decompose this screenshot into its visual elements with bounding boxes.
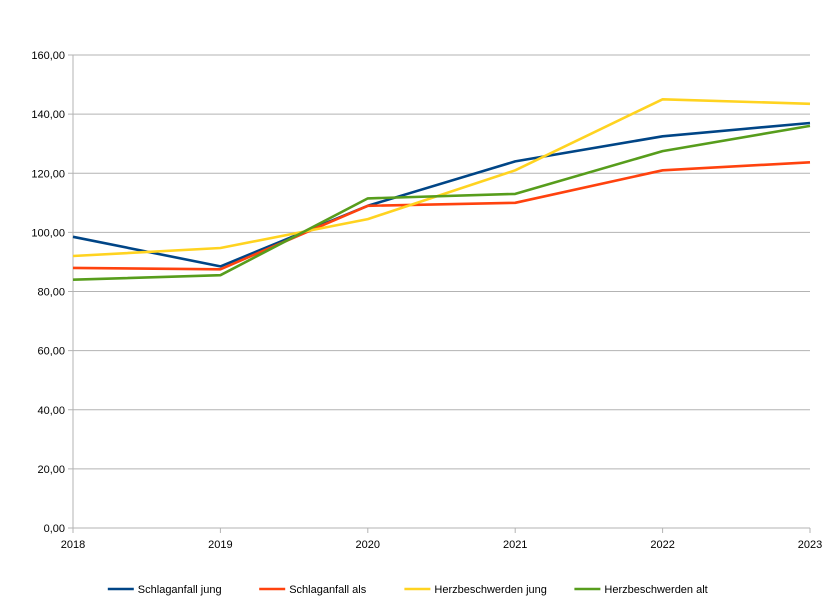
x-tick-label: 2019 xyxy=(208,539,232,551)
x-tick-label: 2020 xyxy=(356,539,380,551)
y-tick-label: 160,00 xyxy=(31,50,65,62)
y-tick-label: 120,00 xyxy=(31,168,65,180)
legend-label: Herzbeschwerden jung xyxy=(434,584,547,596)
y-tick-label: 0,00 xyxy=(44,523,65,535)
legend-label: Schlaganfall als xyxy=(289,584,367,596)
x-tick-label: 2022 xyxy=(650,539,674,551)
legend: Schlaganfall jung Schlaganfall als Herzbes… xyxy=(107,584,708,596)
x-tick-label: 2021 xyxy=(503,539,527,551)
x-tick-label: 2018 xyxy=(61,539,85,551)
series-line-0 xyxy=(72,121,811,268)
x-tick-labels: 2018 2019 2020 2021 2022 2023 xyxy=(61,528,822,551)
y-tick-labels: 0,00 20,00 40,00 60,00 80,00 100,00 120,00 140,… xyxy=(31,50,73,535)
legend-label: Schlaganfall jung xyxy=(138,584,222,596)
x-tick-label: 2023 xyxy=(798,539,822,551)
series-line-2 xyxy=(72,98,811,258)
y-tick-label: 140,00 xyxy=(31,109,65,121)
y-tick-label: 60,00 xyxy=(37,346,65,358)
y-tick-label: 100,00 xyxy=(31,227,65,239)
y-tick-label: 40,00 xyxy=(37,405,65,417)
y-tick-label: 80,00 xyxy=(37,287,65,299)
series-line-1 xyxy=(72,161,811,271)
grid-lines xyxy=(73,54,810,470)
legend-label: Herzbeschwerden alt xyxy=(604,584,707,596)
series-lines xyxy=(72,98,811,281)
y-tick-label: 20,00 xyxy=(37,464,65,476)
series-line-3 xyxy=(72,124,811,281)
